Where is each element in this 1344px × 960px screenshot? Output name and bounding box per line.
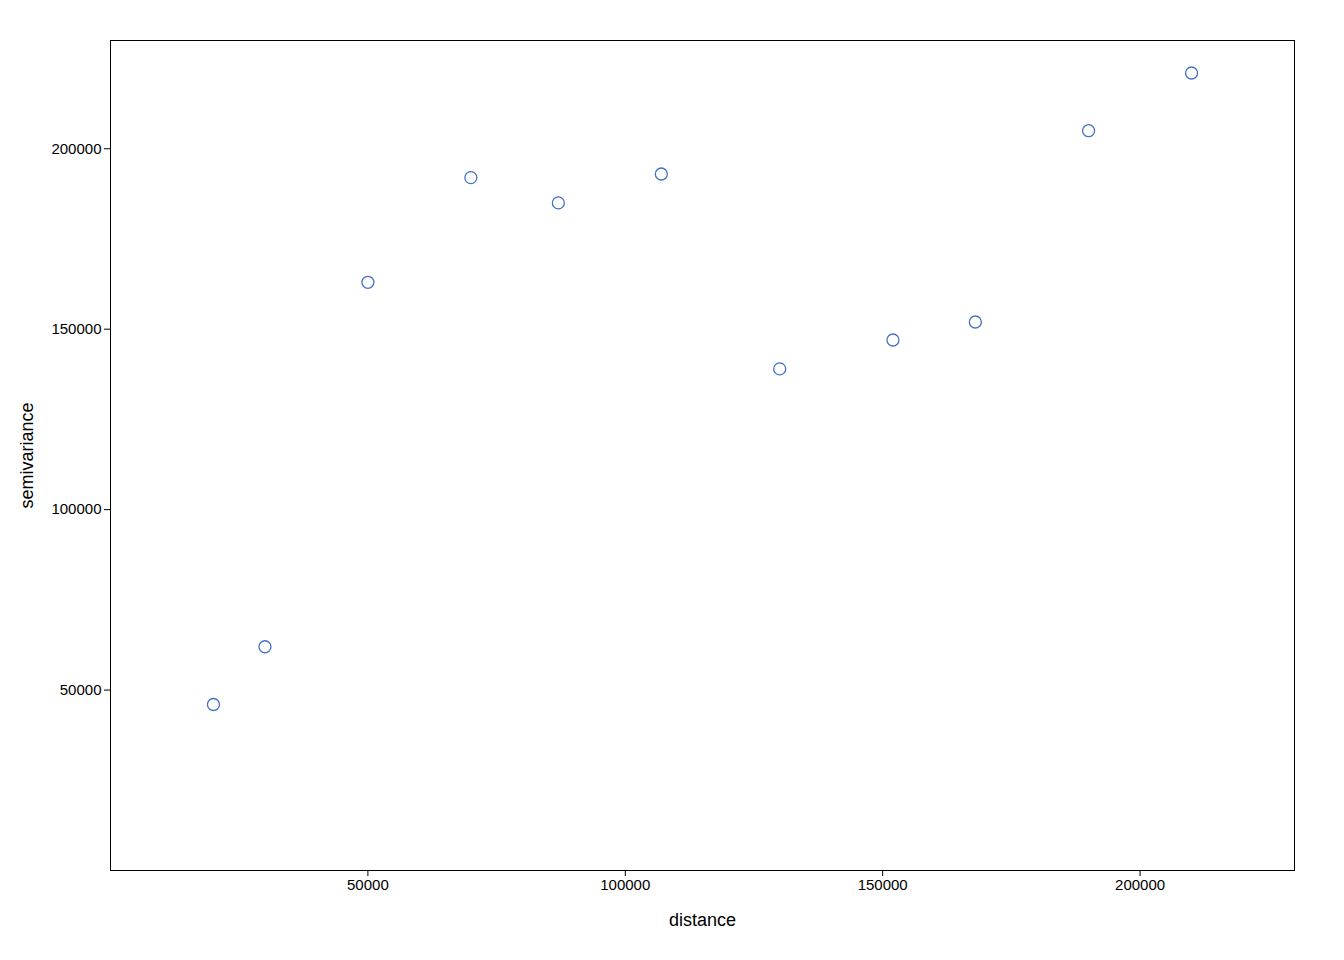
svg-text:semivariance: semivariance — [17, 402, 37, 508]
svg-text:100000: 100000 — [51, 500, 101, 517]
svg-text:150000: 150000 — [51, 320, 101, 337]
svg-text:50000: 50000 — [60, 681, 102, 698]
svg-text:150000: 150000 — [858, 876, 908, 893]
svg-text:200000: 200000 — [51, 140, 101, 157]
svg-text:50000: 50000 — [347, 876, 389, 893]
svg-text:distance: distance — [669, 910, 736, 930]
svg-text:100000: 100000 — [600, 876, 650, 893]
svg-text:200000: 200000 — [1115, 876, 1165, 893]
